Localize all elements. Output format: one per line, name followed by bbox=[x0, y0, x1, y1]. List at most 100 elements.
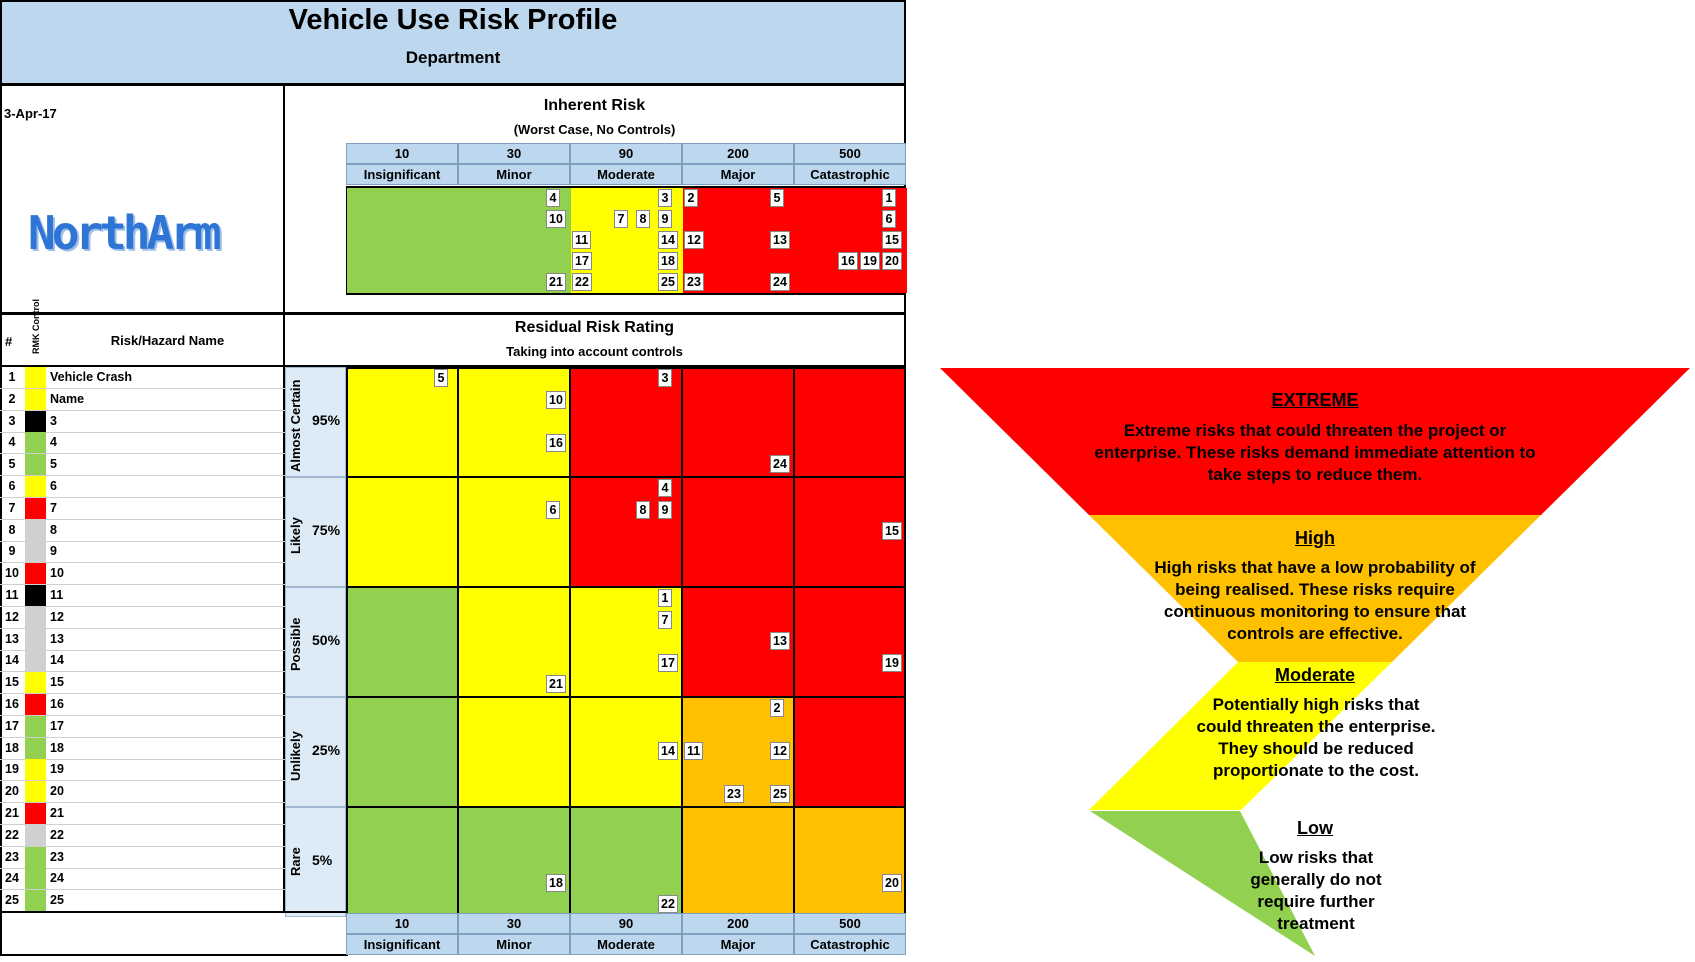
residual-risk-marker[interactable]: 9 bbox=[658, 500, 672, 519]
inherent-value-minor: 30 bbox=[458, 143, 570, 164]
inherent-risk-marker[interactable]: 13 bbox=[770, 231, 790, 249]
bottom-value-moderate: 90 bbox=[570, 913, 682, 934]
inherent-risk-marker[interactable]: 10 bbox=[546, 210, 566, 228]
inherent-risk-marker[interactable]: 7 bbox=[614, 210, 628, 228]
risk-row[interactable]: 18 18 bbox=[0, 737, 285, 760]
residual-risk-marker[interactable]: 3 bbox=[658, 369, 672, 387]
residual-risk-marker[interactable]: 19 bbox=[882, 653, 902, 672]
residual-risk-marker[interactable]: 12 bbox=[770, 742, 790, 760]
inherent-risk-marker[interactable]: 8 bbox=[636, 210, 650, 228]
residual-risk-marker[interactable]: 14 bbox=[658, 742, 678, 760]
risk-name: 13 bbox=[50, 631, 64, 646]
residual-risk-marker[interactable]: 10 bbox=[546, 390, 566, 409]
residual-risk-marker[interactable]: 22 bbox=[658, 895, 678, 913]
residual-risk-marker[interactable]: 13 bbox=[770, 632, 790, 650]
risk-name: 20 bbox=[50, 784, 64, 799]
risk-row[interactable]: 10 10 bbox=[0, 563, 285, 586]
likelihood-label-3: Unlikely bbox=[288, 730, 303, 781]
inherent-risk-marker[interactable]: 23 bbox=[684, 273, 704, 291]
risk-row[interactable]: 16 16 bbox=[0, 694, 285, 716]
residual-risk-marker[interactable]: 21 bbox=[546, 675, 566, 693]
risk-row[interactable]: 17 17 bbox=[0, 715, 285, 738]
residual-risk-marker[interactable]: 17 bbox=[658, 653, 678, 672]
inherent-risk-marker[interactable]: 4 bbox=[546, 189, 560, 207]
risk-row[interactable]: 13 13 bbox=[0, 628, 285, 651]
inherent-risk-marker[interactable]: 1 bbox=[882, 189, 896, 207]
control-status-swatch bbox=[25, 476, 46, 497]
residual-risk-marker[interactable]: 23 bbox=[724, 785, 744, 803]
residual-risk-marker[interactable]: 16 bbox=[546, 433, 566, 452]
residual-cell-4-4 bbox=[794, 807, 906, 917]
risk-row[interactable]: 12 12 bbox=[0, 606, 285, 629]
residual-risk-marker[interactable]: 8 bbox=[636, 500, 650, 519]
risk-number: 4 bbox=[8, 435, 16, 450]
residual-risk-marker[interactable]: 15 bbox=[882, 522, 902, 540]
risk-number: 22 bbox=[5, 827, 19, 842]
risk-name: 11 bbox=[50, 588, 64, 602]
risk-row[interactable]: 25 25 bbox=[0, 890, 285, 913]
likelihood-label-2: Possible bbox=[288, 617, 303, 671]
inherent-risk-marker[interactable]: 14 bbox=[658, 231, 678, 249]
inherent-risk-marker[interactable]: 18 bbox=[658, 252, 678, 270]
inherent-risk-marker[interactable]: 2 bbox=[684, 189, 698, 207]
control-status-swatch bbox=[25, 497, 46, 519]
risk-row[interactable]: 14 14 bbox=[0, 650, 285, 673]
residual-risk-marker[interactable]: 2 bbox=[770, 699, 784, 717]
inherent-risk-marker[interactable]: 6 bbox=[882, 210, 896, 228]
residual-risk-marker[interactable]: 4 bbox=[658, 479, 672, 497]
risk-row[interactable]: 22 22 bbox=[0, 824, 285, 847]
risk-name: 7 bbox=[50, 500, 57, 515]
control-status-swatch bbox=[25, 715, 46, 737]
residual-risk-marker[interactable]: 11 bbox=[684, 742, 704, 760]
risk-name: 17 bbox=[50, 718, 64, 733]
risk-row[interactable]: 15 15 bbox=[0, 672, 285, 695]
risk-row[interactable]: 2 Name bbox=[0, 388, 285, 411]
inherent-risk-marker[interactable]: 25 bbox=[658, 273, 678, 291]
inherent-risk-marker[interactable]: 17 bbox=[572, 252, 592, 270]
residual-risk-marker[interactable]: 20 bbox=[882, 873, 902, 892]
inherent-risk-marker[interactable]: 3 bbox=[658, 189, 672, 207]
risk-name: 6 bbox=[50, 479, 57, 493]
risk-row[interactable]: 24 24 bbox=[0, 868, 285, 891]
residual-risk-marker[interactable]: 5 bbox=[434, 369, 448, 387]
residual-cell-1-1 bbox=[458, 477, 570, 587]
inherent-risk-marker[interactable]: 19 bbox=[860, 252, 880, 270]
residual-risk-marker[interactable]: 6 bbox=[546, 500, 560, 519]
inherent-risk-marker[interactable]: 21 bbox=[546, 273, 566, 291]
risk-row[interactable]: 19 19 bbox=[0, 759, 285, 782]
risk-name: 23 bbox=[50, 849, 64, 864]
residual-cell-2-4 bbox=[794, 587, 906, 697]
residual-risk-marker[interactable]: 7 bbox=[658, 610, 672, 629]
inherent-risk-marker[interactable]: 16 bbox=[838, 252, 858, 270]
inherent-risk-marker[interactable]: 22 bbox=[572, 273, 592, 291]
risk-row[interactable]: 23 23 bbox=[0, 846, 285, 869]
inherent-risk-marker[interactable]: 20 bbox=[882, 252, 902, 270]
inherent-risk-marker[interactable]: 15 bbox=[882, 231, 902, 249]
residual-risk-marker[interactable]: 25 bbox=[770, 785, 790, 803]
inherent-risk-marker[interactable]: 11 bbox=[572, 231, 592, 249]
inherent-risk-marker[interactable]: 24 bbox=[770, 273, 790, 291]
page-title: Vehicle Use Risk Profile bbox=[288, 4, 618, 36]
risk-number: 20 bbox=[5, 784, 19, 799]
residual-risk-marker[interactable]: 1 bbox=[658, 589, 672, 607]
inherent-risk-marker[interactable]: 5 bbox=[770, 189, 784, 207]
risk-row[interactable]: 1 Vehicle Crash bbox=[0, 367, 285, 389]
risk-number: 12 bbox=[5, 609, 19, 624]
risk-row[interactable]: 11 11 bbox=[0, 585, 285, 607]
residual-risk-marker[interactable]: 18 bbox=[546, 873, 566, 892]
risk-row[interactable]: 20 20 bbox=[0, 781, 285, 804]
inherent-risk-marker[interactable]: 9 bbox=[658, 210, 672, 228]
control-status-swatch bbox=[25, 672, 46, 694]
inherent-column-0 bbox=[347, 188, 459, 293]
risk-number: 1 bbox=[8, 370, 16, 384]
inherent-risk-marker[interactable]: 12 bbox=[684, 231, 704, 249]
risk-row[interactable]: 21 21 bbox=[0, 803, 285, 825]
residual-risk-marker[interactable]: 24 bbox=[770, 455, 790, 473]
